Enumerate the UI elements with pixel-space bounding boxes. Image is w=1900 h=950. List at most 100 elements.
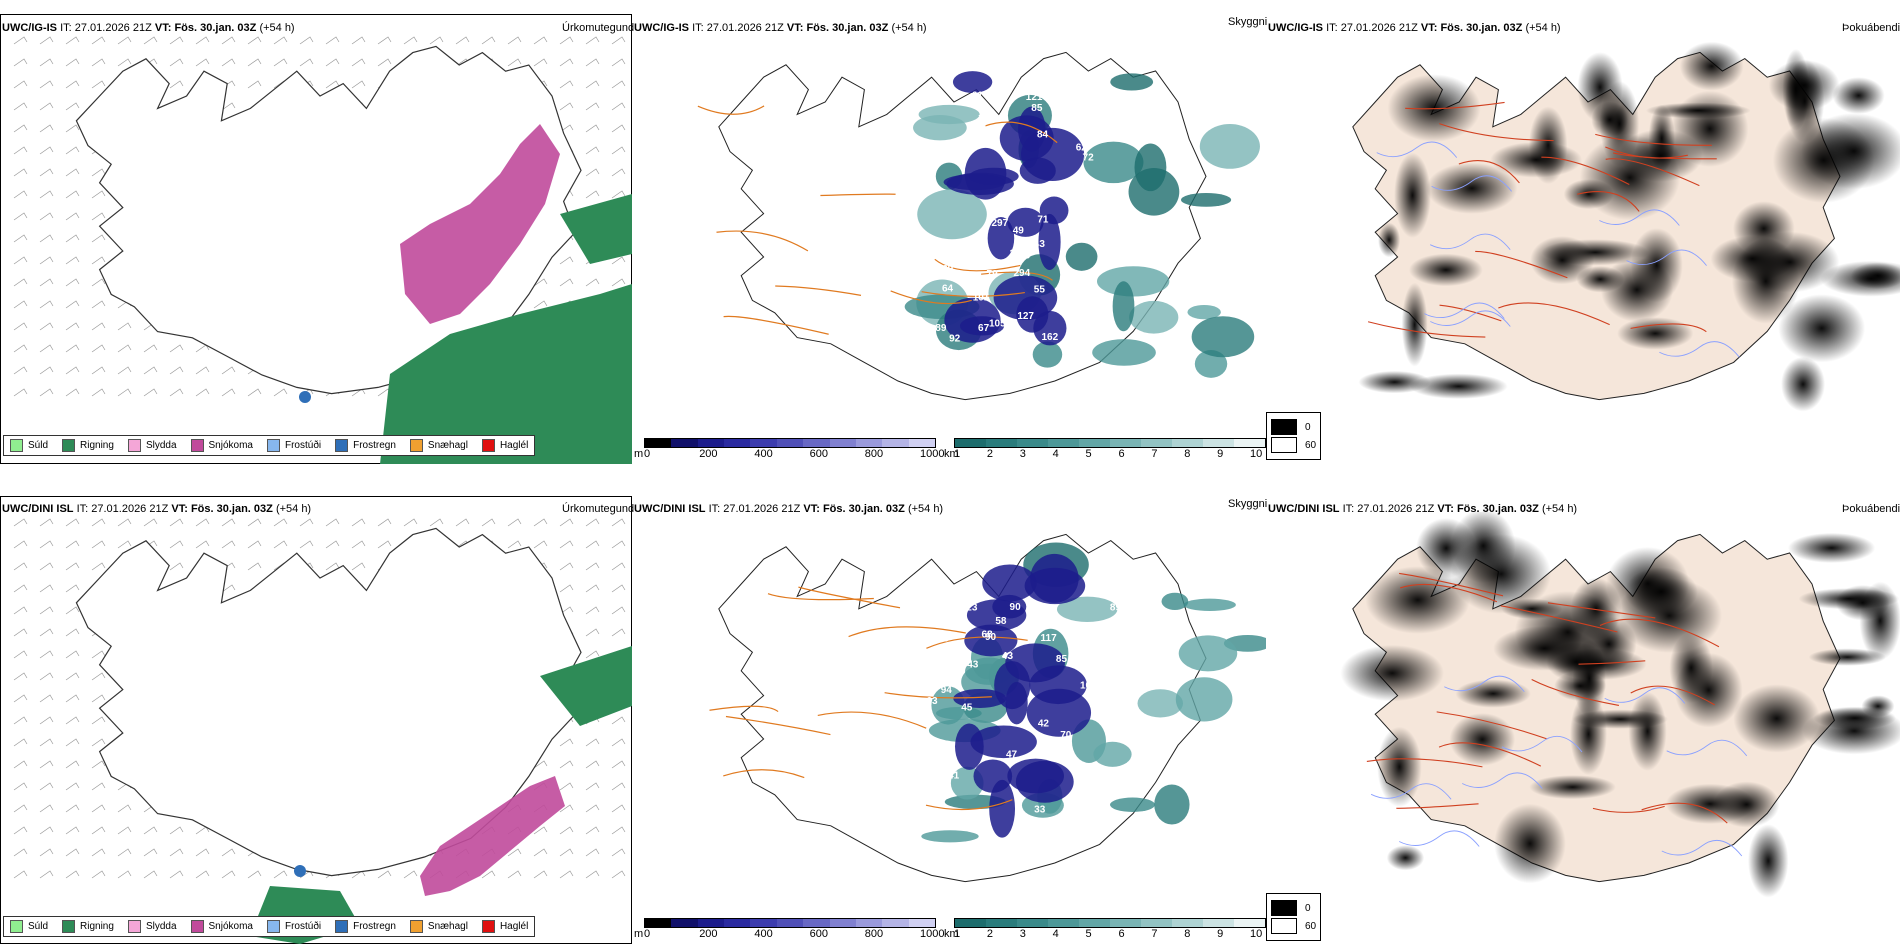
wind-barb: [39, 234, 54, 243]
colorbar-tick-label: 5: [1085, 448, 1092, 460]
visibility-area: [1110, 797, 1156, 812]
wind-barb: [611, 36, 626, 45]
visibility-area: [1178, 635, 1238, 672]
cloud-base-value: 105: [989, 318, 1006, 329]
wind-barb: [299, 58, 314, 67]
wind-barb: [143, 344, 158, 353]
colorbar-tick-label: 600: [809, 928, 828, 940]
legend-label: 0: [1305, 902, 1311, 914]
cloud-base-value: 103: [1080, 681, 1097, 692]
colorbar-tick-label: 1: [954, 928, 961, 940]
road-line: [709, 705, 779, 713]
fog-area: [1772, 117, 1875, 204]
colorbar-bin: [776, 439, 804, 447]
wind-barb: [13, 760, 28, 769]
wind-barb: [143, 826, 158, 835]
precip-legend-item: Haglél: [481, 439, 528, 452]
colorbar-bin: [829, 919, 856, 927]
road-line: [926, 636, 1028, 649]
wind-barb: [559, 738, 574, 747]
wind-barb: [585, 760, 600, 769]
wind-barb: [39, 782, 54, 791]
rain-area: [560, 194, 632, 264]
legend-label: Frostúði: [284, 921, 322, 932]
wind-barb: [39, 540, 54, 549]
cloud-base-colorbar: m 0 200 400 600 800 1000: [634, 438, 944, 462]
wind-barb: [39, 278, 54, 287]
wind-barb: [91, 540, 106, 549]
cloud-base-value: 116: [951, 143, 968, 154]
legend-label: Snæhagl: [427, 440, 468, 451]
colorbar-tick-label: 8: [1184, 448, 1191, 460]
wind-barb: [247, 540, 262, 549]
wind-barb: [117, 848, 132, 857]
cloud-base-value: 122: [1011, 186, 1028, 197]
colorbar-tick-label: 7: [1151, 928, 1158, 940]
road-line: [848, 626, 966, 638]
river-line: [1666, 739, 1748, 757]
wind-barb: [65, 738, 80, 747]
colorbar-bin: [803, 919, 830, 927]
cloud-base-area: [1039, 196, 1069, 225]
cloud-base-value: 81: [1012, 833, 1024, 844]
wind-barb: [39, 58, 54, 67]
lead-time: (+54 h): [259, 22, 295, 34]
wind-barb: [13, 36, 28, 45]
wind-barb: [221, 870, 236, 879]
freezing-rain-spot: [299, 391, 311, 403]
cloud-base-value: 55: [1034, 285, 1046, 296]
road-line: [981, 271, 1053, 281]
river-line: [1461, 772, 1543, 789]
legend-swatch: [335, 920, 349, 933]
wind-barb: [299, 518, 314, 527]
visibility-area: [921, 830, 979, 843]
wind-barb: [559, 584, 574, 593]
wind-barb: [65, 804, 80, 813]
road-line: [884, 692, 992, 699]
wind-barb: [585, 606, 600, 615]
legend-label: Rigning: [80, 921, 114, 932]
colorbar-tick-label: 3: [1019, 448, 1026, 460]
wind-barb: [91, 234, 106, 243]
wind-barb: [585, 146, 600, 155]
legend-swatch: [62, 920, 76, 933]
cloud-base-value: 67: [978, 323, 990, 334]
legend-swatch: [266, 920, 280, 933]
cloud-base-value: 62: [1076, 143, 1088, 154]
visibility-area: [1083, 141, 1144, 184]
cloud-base-value: 123: [961, 602, 978, 613]
colorbar-bin: [724, 439, 751, 447]
cloud-base-value: 64: [942, 283, 954, 294]
wind-barb: [559, 102, 574, 111]
wind-barb: [39, 344, 54, 353]
wind-barb: [533, 278, 548, 287]
wind-barb: [39, 584, 54, 593]
wind-barb: [91, 366, 106, 375]
wind-barb: [169, 562, 184, 571]
colorbar-tick-label: 1000: [920, 448, 945, 460]
river-line: [1429, 233, 1511, 250]
cloud-base-value: 109: [1022, 841, 1039, 852]
wind-barb: [195, 870, 210, 879]
wind-barb: [13, 716, 28, 725]
wind-barb: [91, 256, 106, 265]
snow-area: [420, 776, 565, 896]
visibility-panel-header: UWC/DINI ISL IT: 27.01.2026 21Z VT: Fös.…: [634, 503, 943, 516]
colorbar-bin: [855, 919, 883, 927]
wind-barb: [65, 322, 80, 331]
colorbar-bin: [724, 919, 751, 927]
wind-barb: [13, 102, 28, 111]
wind-barb: [481, 518, 496, 527]
road-line: [1599, 618, 1720, 648]
colorbar-tick-label: 800: [864, 448, 884, 460]
cloud-base-colorbar: m 0 200 400 600 800 1000: [634, 918, 944, 942]
fog-area: [1802, 707, 1900, 755]
wind-barb: [559, 540, 574, 549]
cloud-base-value: 68: [981, 630, 993, 641]
legend-swatch: [190, 920, 204, 933]
wind-barb: [221, 848, 236, 857]
road-line: [1439, 304, 1502, 322]
cloud-base-area: [1030, 553, 1079, 603]
fog-area: [1494, 803, 1566, 884]
wind-barb: [65, 256, 80, 265]
